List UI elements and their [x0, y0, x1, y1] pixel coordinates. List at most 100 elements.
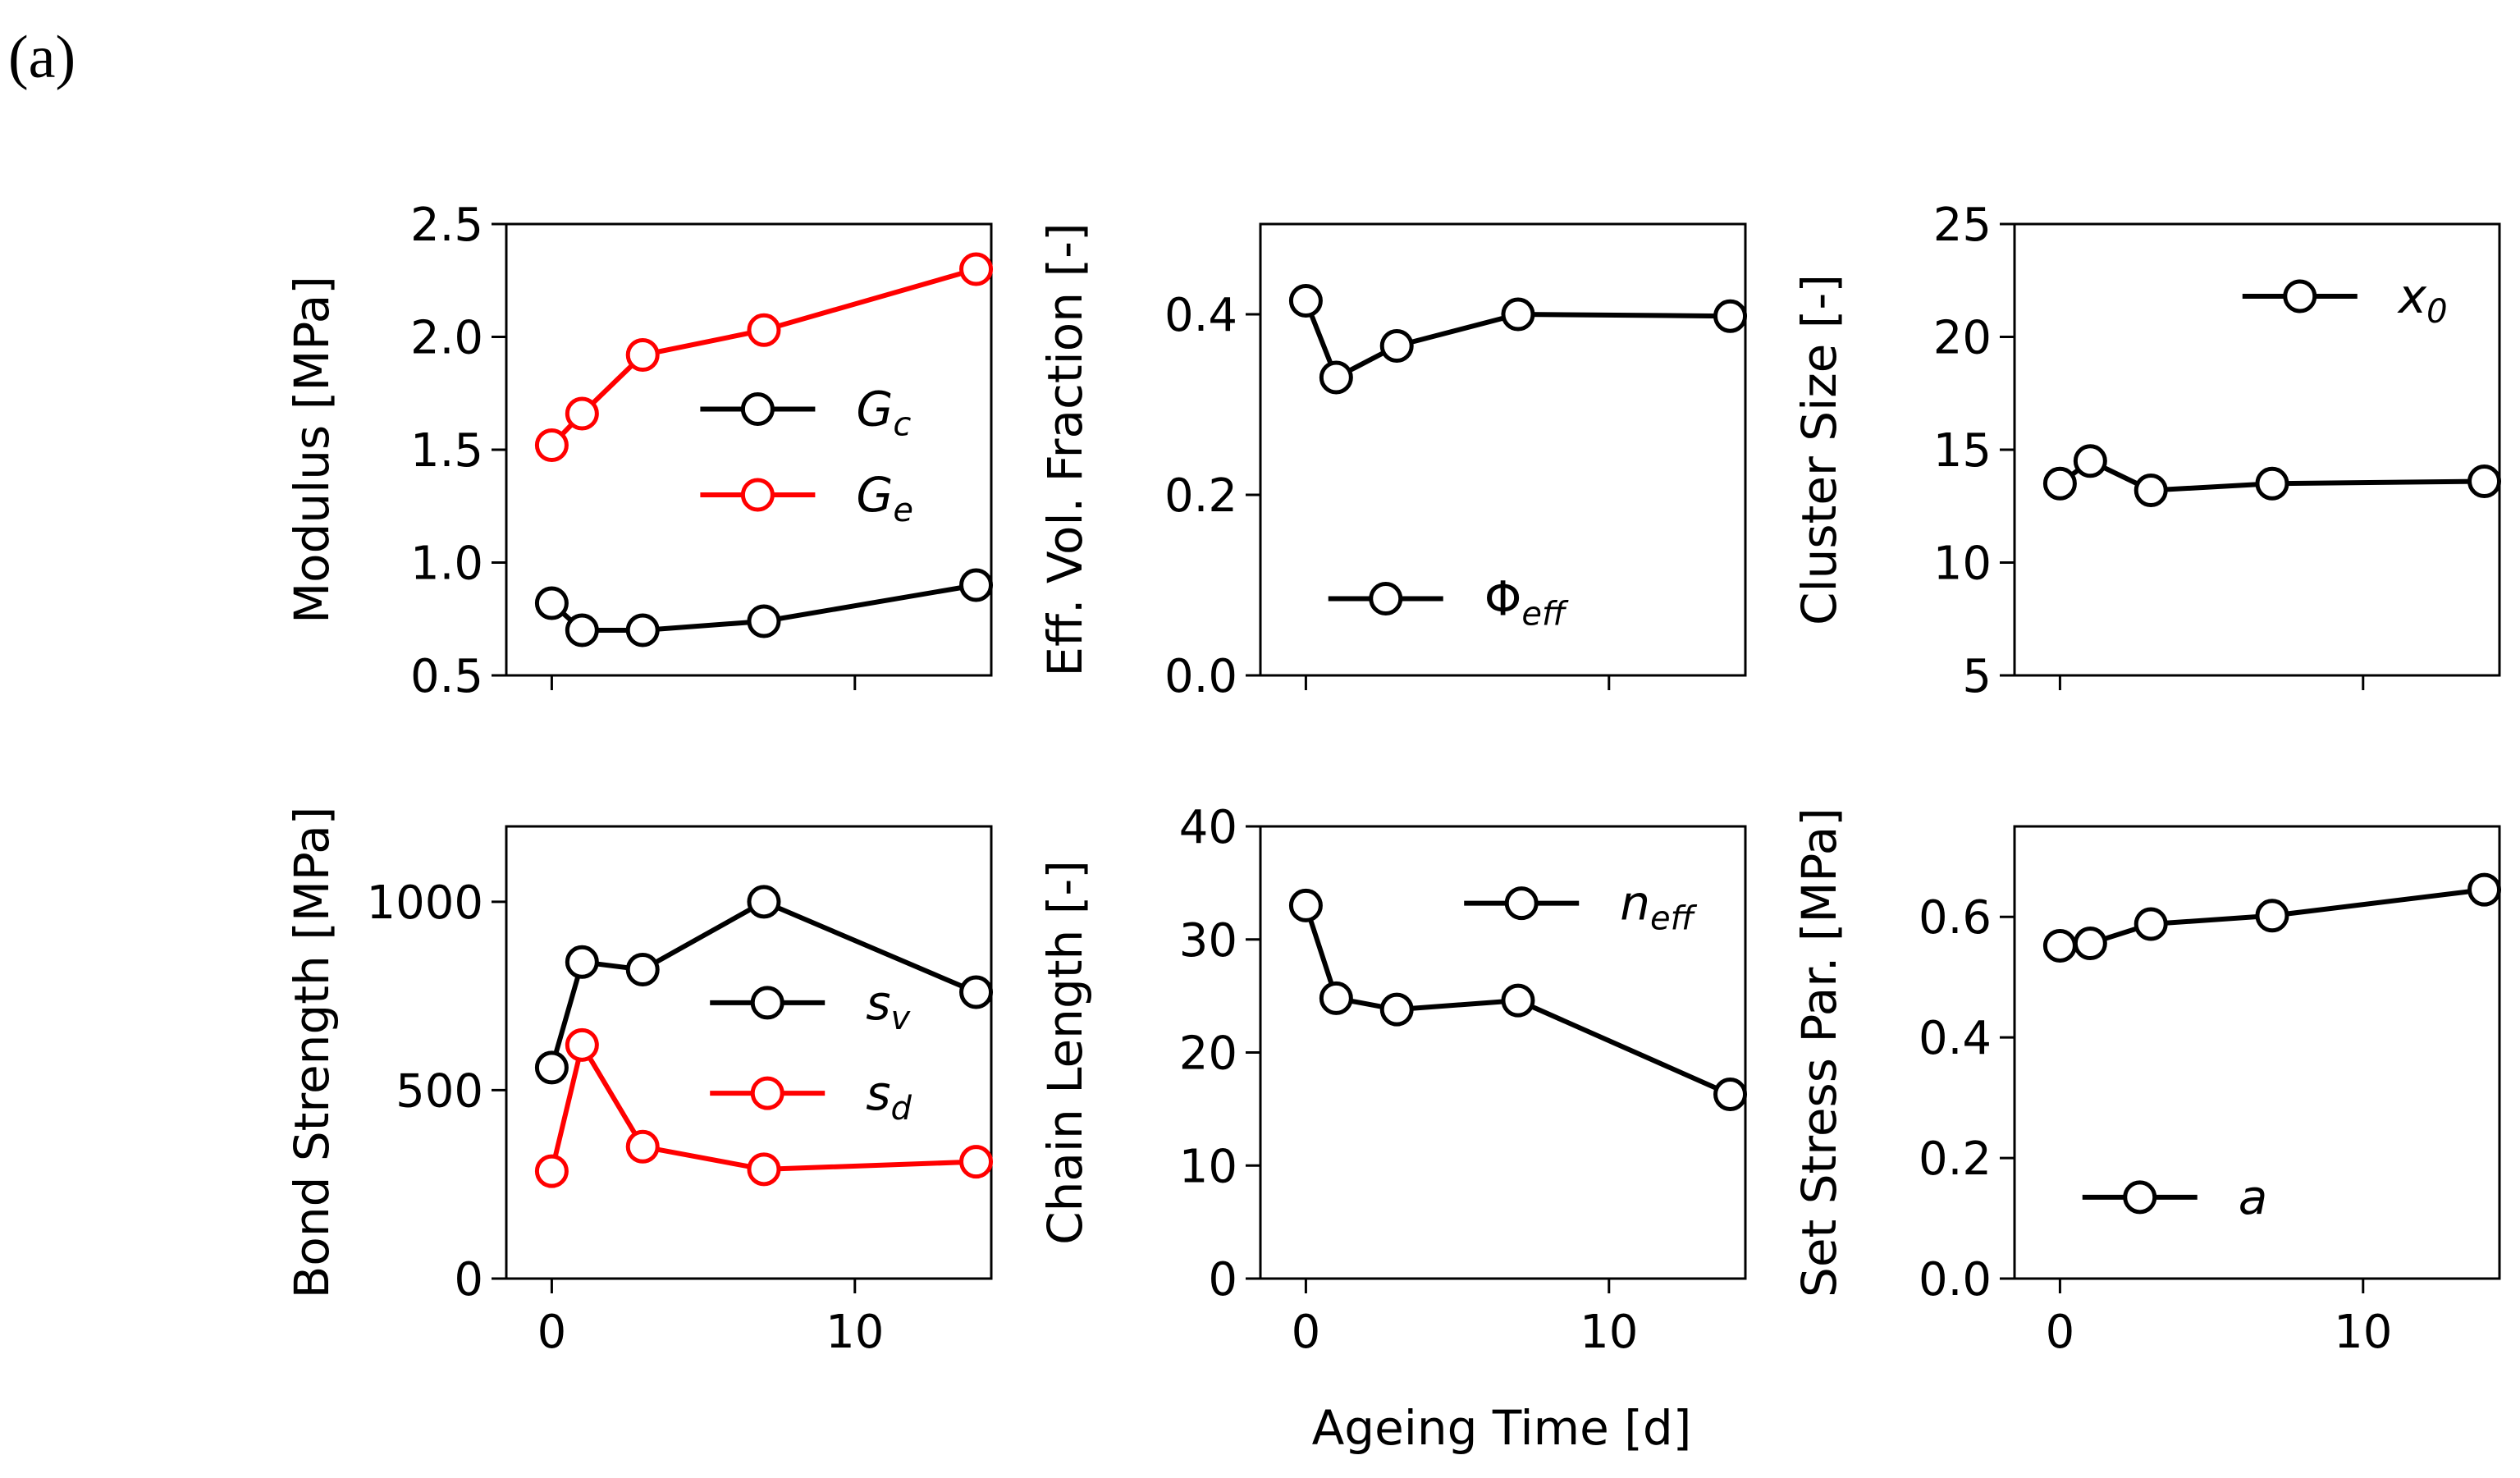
legend-entry: neff [1464, 876, 1698, 938]
legend-label: sd [866, 1065, 912, 1128]
legend-label: Ge [856, 467, 913, 529]
subplot-1: 0.5 1.0 1.5 2.0 2.5 Modulus [MPa] Gc Ge [284, 199, 994, 703]
y-tick-label: 0.0 [1164, 650, 1237, 703]
data-point [747, 1152, 781, 1187]
data-point [625, 338, 660, 372]
y-tick-label: 0.4 [1919, 1012, 1992, 1065]
data-point [747, 313, 781, 347]
data-point [2134, 907, 2168, 941]
y-tick-label: 0.4 [1164, 289, 1237, 342]
y-tick-label: 0 [1208, 1253, 1237, 1306]
y-tick-label: 0.6 [1919, 891, 1992, 945]
data-point [1501, 983, 1535, 1018]
data-point [2134, 474, 2168, 507]
data-point [2255, 466, 2289, 501]
plot-frame [1259, 825, 1747, 1280]
data-point [2042, 928, 2077, 963]
legend-marker [740, 392, 775, 426]
data-point [959, 975, 994, 1009]
data-point [625, 952, 660, 986]
data-point [565, 945, 599, 979]
y-tick-label: 25 [1933, 199, 1992, 252]
legend-label: sv [866, 975, 911, 1037]
subplot-2: 0.0 0.2 0.4 Eff. Vol. Fraction [-] Φeff [1037, 222, 1748, 703]
data-point [534, 1154, 569, 1188]
legend-label: x0 [2397, 268, 2448, 331]
data-point [959, 252, 994, 286]
panel-label: (a) [8, 24, 76, 91]
legend-entry: Φeff [1328, 571, 1569, 634]
plot-frame [505, 222, 993, 677]
data-point [959, 1145, 994, 1179]
data-point [2042, 466, 2077, 501]
data-point [625, 613, 660, 647]
data-point [565, 613, 599, 647]
plot-frame [1259, 222, 1747, 677]
y-axis-label: Modulus [MPa] [284, 276, 340, 624]
y-tick-label: 1.0 [410, 538, 483, 591]
data-point [2467, 464, 2502, 498]
data-point [534, 586, 569, 620]
data-point [1713, 299, 1748, 333]
legend-label: Gc [856, 382, 911, 444]
x-tick-label: 0 [1292, 1306, 1321, 1359]
data-point [1288, 888, 1323, 922]
y-tick-label: 0.5 [410, 650, 483, 703]
y-tick-label: 20 [1179, 1027, 1237, 1081]
data-point [565, 1027, 599, 1062]
y-axis-label: Eff. Vol. Fraction [-] [1037, 222, 1093, 676]
data-point [625, 1129, 660, 1164]
legend-entry: x0 [2242, 268, 2448, 331]
data-point [2073, 927, 2107, 961]
data-point [2467, 872, 2502, 907]
y-tick-label: 1000 [366, 876, 483, 930]
subplot-3: 5 10 15 20 25 Cluster Size [-] x0 [1791, 199, 2502, 703]
legend-label: Φeff [1484, 571, 1569, 634]
y-tick-label: 30 [1179, 914, 1237, 968]
y-tick-label: 10 [1179, 1140, 1237, 1193]
y-tick-label: 20 [1933, 312, 1992, 365]
subplot-6: 0.0 0.2 0.4 0.6 0 10 Set Stress Par. [MPa] a [1791, 808, 2502, 1359]
y-tick-label: 2.5 [410, 199, 483, 252]
y-tick-label: 40 [1179, 801, 1237, 854]
y-tick-label: 10 [1933, 538, 1992, 591]
data-point [1319, 360, 1353, 395]
plot-frame [2013, 825, 2501, 1280]
y-tick-label: 0 [454, 1253, 483, 1306]
legend-entry: a [2082, 1169, 2267, 1225]
y-axis-label: Bond Strength [MPa] [284, 807, 340, 1299]
y-axis-label: Cluster Size [-] [1791, 274, 1847, 625]
y-tick-label: 5 [1962, 650, 1992, 703]
x-tick-label: 10 [1580, 1306, 1638, 1359]
data-point [1288, 284, 1323, 318]
subplot-4: 0 500 1000 0 10 Bond Strength [MPa] sv sd [284, 807, 994, 1359]
subplot-5: 0 10 20 30 40 0 10 Chain Length [-] neff [1037, 801, 1748, 1359]
data-point [959, 568, 994, 602]
x-tick-label: 10 [826, 1306, 884, 1359]
data-point [1379, 992, 1414, 1027]
y-tick-label: 0.0 [1919, 1253, 1992, 1306]
data-point [565, 396, 599, 431]
legend-marker [1504, 886, 1539, 921]
y-tick-label: 0.2 [1164, 469, 1237, 523]
legend-marker [2283, 279, 2317, 313]
data-point [1713, 1077, 1748, 1111]
x-tick-label: 10 [2334, 1306, 2392, 1359]
series-line-sv [549, 899, 977, 1068]
data-point [747, 885, 781, 919]
y-tick-label: 15 [1933, 424, 1992, 478]
legend-entry: sv [710, 975, 911, 1037]
data-point [2255, 899, 2289, 933]
y-tick-label: 1.5 [410, 424, 483, 478]
legend-marker [1369, 582, 1403, 615]
y-axis-label: Chain Length [-] [1037, 860, 1093, 1245]
data-point [747, 604, 781, 638]
legend-marker [750, 986, 784, 1020]
y-tick-label: 0.2 [1919, 1133, 1992, 1186]
y-axis-label: Set Stress Par. [MPa] [1791, 808, 1847, 1297]
legend-label: neff [1620, 876, 1697, 938]
legend-marker [750, 1076, 784, 1110]
data-point [534, 428, 569, 462]
y-tick-label: 2.0 [410, 312, 483, 365]
data-point [1501, 297, 1535, 332]
